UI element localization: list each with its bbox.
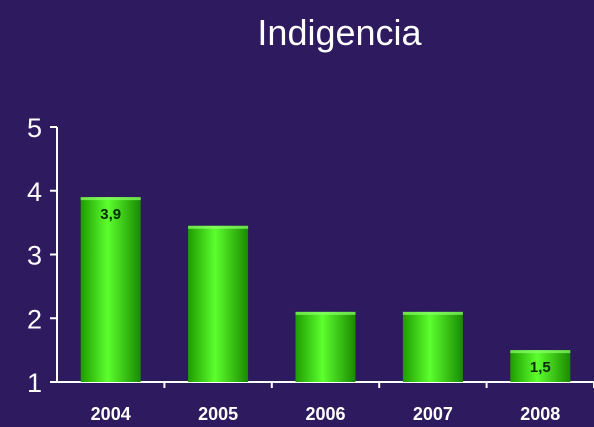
bar <box>188 225 249 382</box>
y-tick-label: 2 <box>27 304 42 334</box>
y-tick-label: 4 <box>27 177 42 207</box>
chart-title: Indigencia <box>257 12 422 53</box>
bar-top-highlight <box>188 225 249 229</box>
bar-top-highlight <box>295 311 356 315</box>
bar <box>295 311 356 382</box>
bar <box>80 197 141 382</box>
x-tick-label: 2004 <box>91 404 131 424</box>
bar <box>402 311 463 382</box>
data-label: 3,9 <box>100 206 121 223</box>
x-tick-label: 2008 <box>520 404 560 424</box>
bar <box>510 350 571 382</box>
y-tick-label: 1 <box>27 368 42 398</box>
bar-top-highlight <box>510 350 571 354</box>
bar-top-highlight <box>402 311 463 315</box>
y-tick-label: 5 <box>27 113 42 143</box>
x-tick-label: 2007 <box>413 404 453 424</box>
y-tick-label: 3 <box>27 241 42 271</box>
x-tick-label: 2006 <box>305 404 345 424</box>
bar-top-highlight <box>80 197 141 201</box>
data-label: 1,5 <box>530 359 551 376</box>
x-tick-label: 2005 <box>198 404 238 424</box>
